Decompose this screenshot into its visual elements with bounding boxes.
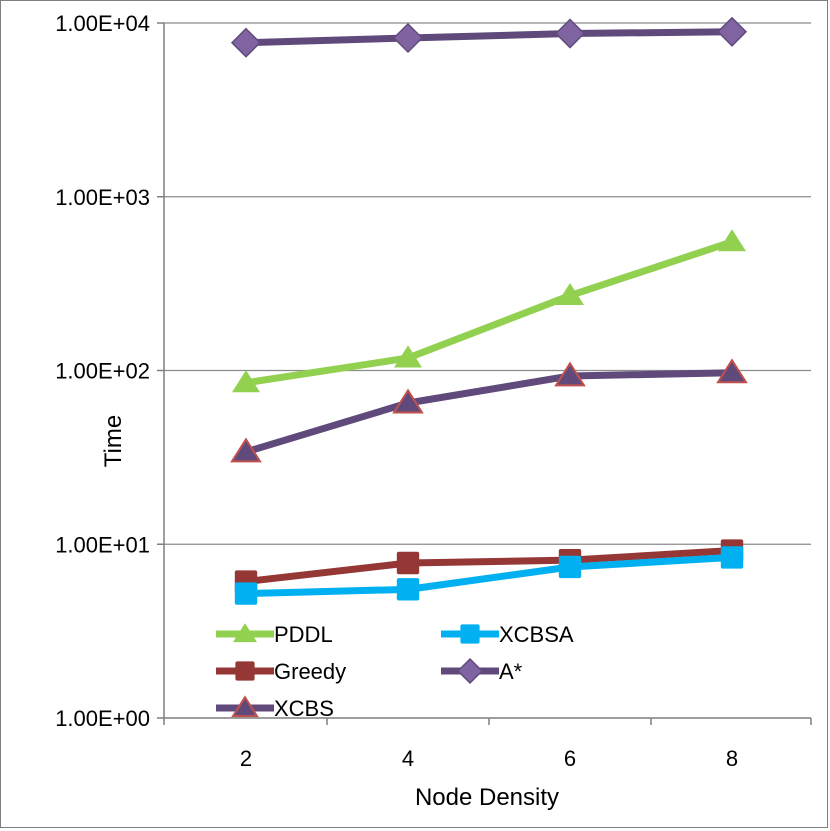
data-point-xcbsa: [234, 582, 258, 605]
data-point-xcbsa: [396, 578, 420, 601]
data-point-a: [230, 27, 262, 58]
legend-marker: [231, 695, 259, 718]
data-point-xcbsa: [720, 546, 744, 569]
data-point-a: [392, 22, 424, 54]
y-tick-label: 1.00E+02: [55, 359, 150, 384]
data-point-xcbs: [230, 437, 262, 463]
data-point-xcbsa: [558, 555, 582, 579]
data-point-pddl: [556, 282, 584, 306]
series-line-xcbsa: [245, 553, 733, 598]
data-point-pddl: [394, 345, 422, 368]
legend-marker: [456, 657, 484, 685]
x-tick-label: 2: [240, 746, 252, 771]
series-line-pddl: [245, 238, 734, 387]
legend-label: PDDL: [274, 622, 333, 647]
y-tick-label: 1.00E+00: [55, 706, 150, 731]
data-point-greedy: [396, 551, 420, 575]
series-line-greedy: [245, 547, 733, 586]
legend-marker: [460, 624, 480, 644]
data-point-a: [716, 16, 748, 47]
y-axis-title: Time: [100, 415, 127, 467]
series-pddl: [232, 229, 746, 393]
legend-item-xcbs: XCBS: [216, 695, 334, 721]
data-point-xcbs: [392, 388, 424, 414]
x-tick-labels: 2 4 6 8: [163, 718, 812, 771]
legend-label: XCBS: [274, 696, 334, 721]
legend-item-a: A*: [441, 657, 523, 685]
legend-item-greedy: Greedy: [216, 659, 346, 684]
series: [230, 16, 748, 605]
series-line-a: [245, 28, 733, 47]
legend-item-xcbsa: XCBSA: [441, 622, 574, 647]
y-tick-label: 1.00E+03: [55, 185, 150, 210]
data-point-pddl: [232, 370, 260, 393]
data-point-pddl: [718, 229, 746, 252]
y-tick-label: 1.00E+04: [55, 11, 150, 36]
y-tick-labels: 1.00E+00 1.00E+01 1.00E+02 1.00E+03 1.00E+04: [55, 11, 150, 731]
legend-label: Greedy: [274, 659, 346, 684]
series-xcbs: [230, 358, 748, 463]
legend-marker: [235, 661, 255, 681]
x-axis-title: Node Density: [415, 784, 559, 811]
legend-label: XCBSA: [499, 622, 574, 647]
series-greedy: [234, 539, 744, 593]
legend: PDDL XCBSA Greedy A* XCBS: [216, 622, 574, 721]
data-point-xcbs: [716, 358, 748, 384]
legend-item-pddl: PDDL: [216, 622, 333, 647]
data-point-xcbs: [554, 361, 586, 387]
x-tick-label: 4: [402, 746, 414, 771]
x-tick-label: 8: [726, 746, 738, 771]
x-tick-label: 6: [564, 746, 576, 771]
series-line-xcbs: [244, 369, 733, 456]
series-xcbsa: [234, 546, 744, 605]
legend-label: A*: [499, 659, 523, 684]
y-tick-label: 1.00E+01: [55, 532, 150, 557]
series-a: [230, 16, 748, 58]
data-point-a: [554, 18, 586, 49]
axes: [163, 23, 811, 719]
legend-marker: [233, 623, 257, 643]
